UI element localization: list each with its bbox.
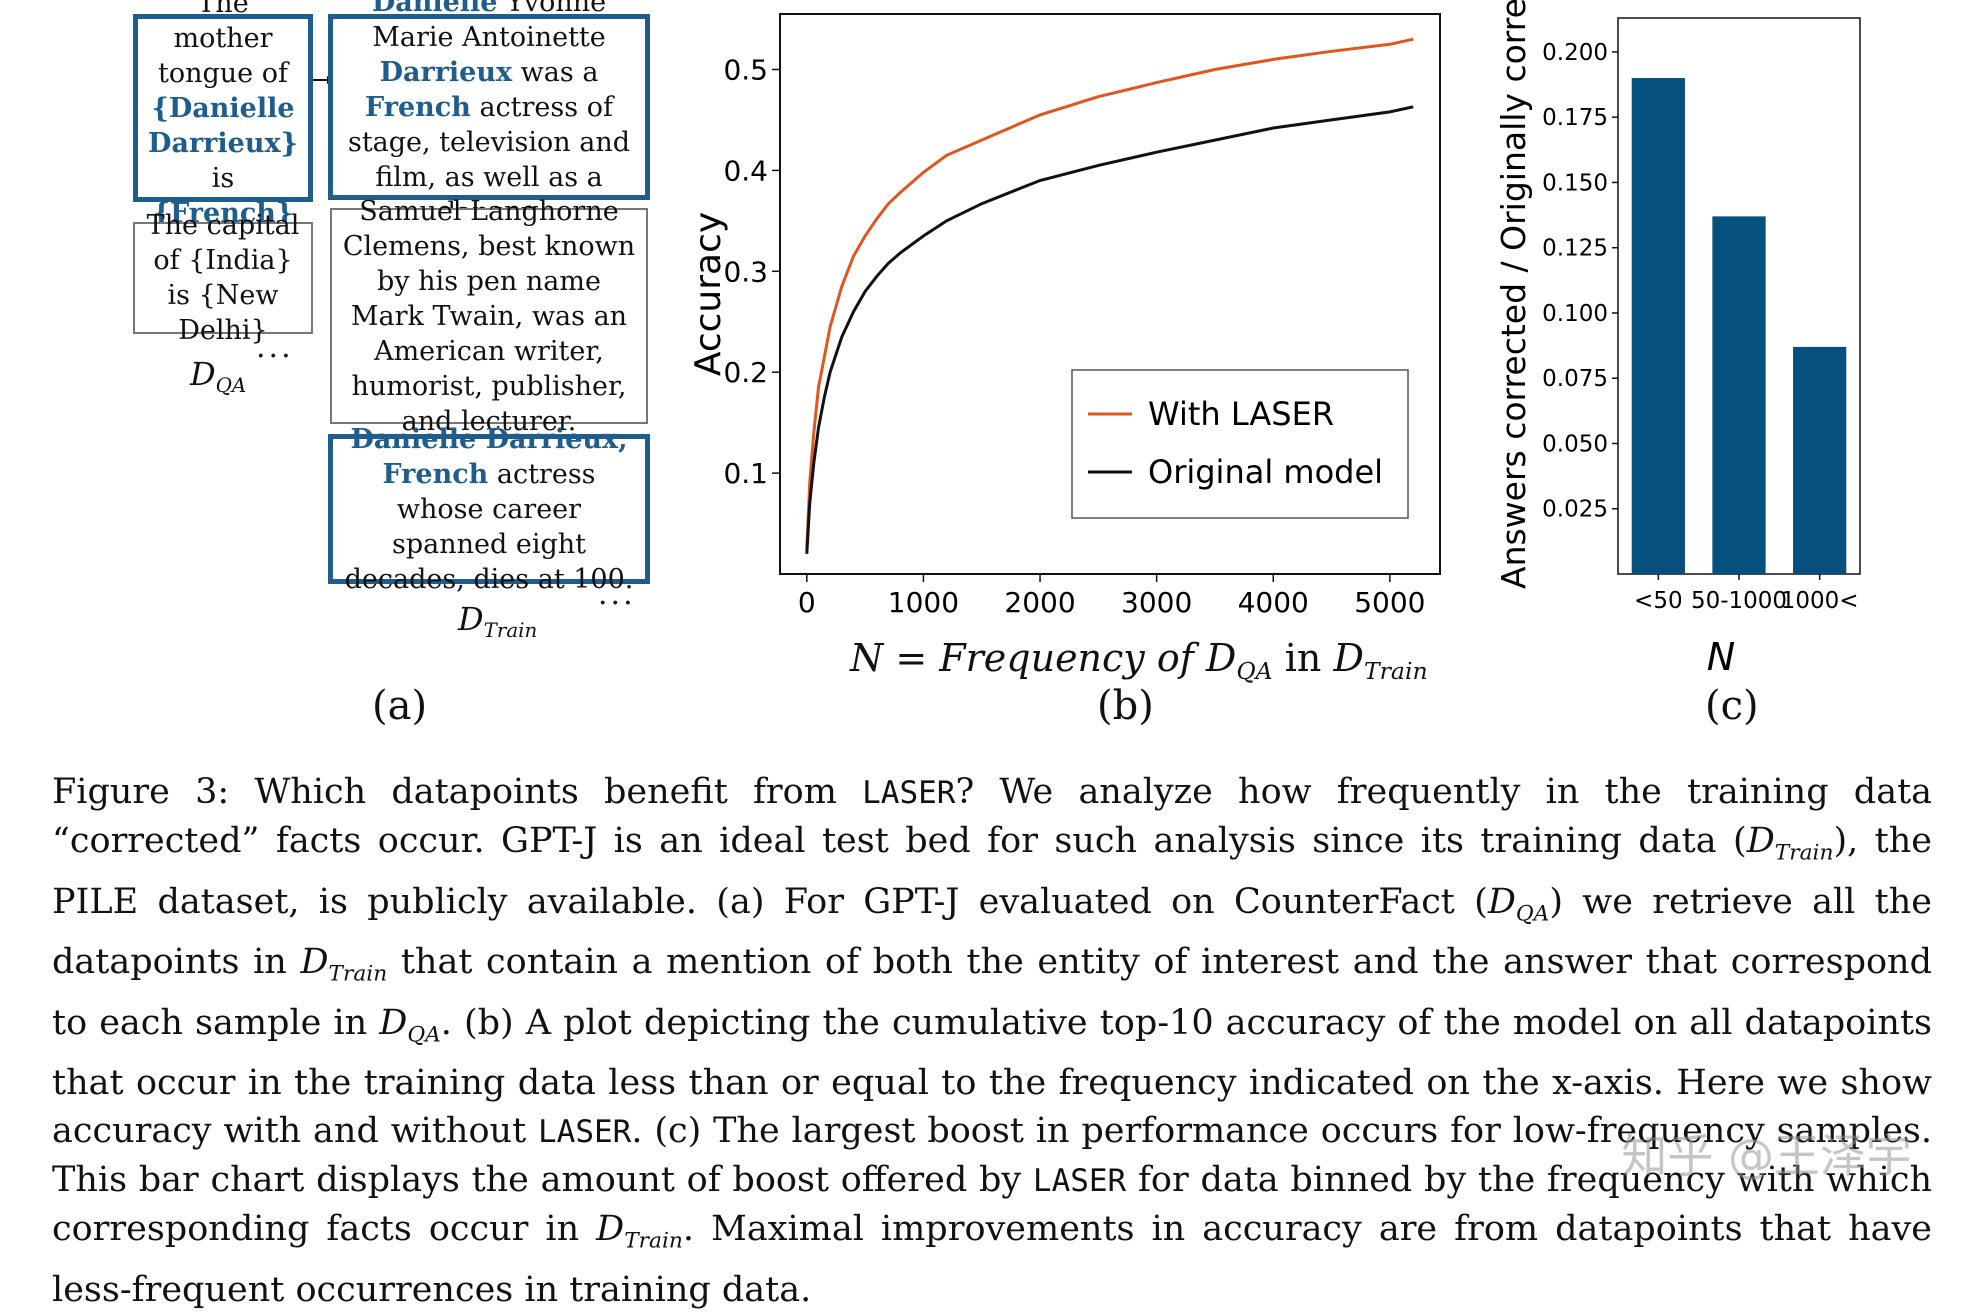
caption-sub: Train	[1774, 840, 1834, 866]
caption-part: that contain a mention of both the entit…	[52, 942, 1932, 1043]
y-tick-label: 0.025	[1542, 497, 1608, 523]
d-symbol: D	[1205, 636, 1237, 680]
qa-example-highlighted: The mother tongue of {Danielle Darrieux}…	[133, 0, 313, 229]
x-tick-label: <50	[1634, 588, 1683, 614]
y-axis-label: Accuracy	[688, 212, 729, 376]
train1-text-1: Yvonne Marie Antoinette	[372, 0, 607, 53]
legend-label: With LASER	[1148, 395, 1334, 433]
x-tick-label: 2000	[1004, 586, 1075, 619]
xlabel-sub-train: Train	[1363, 657, 1428, 686]
d-symbol: D	[190, 355, 216, 393]
x-tick-label: 0	[798, 586, 816, 619]
train-example-highlighted-3: Danielle Darrieux, French actress whose …	[328, 424, 650, 595]
d-symbol: D	[379, 1002, 408, 1043]
caption-part: ) we retrieve all the datapoints in	[52, 881, 1932, 983]
train3-entity-2: French	[382, 458, 489, 490]
qa-entity: {Danielle Darrieux}	[148, 92, 298, 159]
bar	[1631, 78, 1685, 574]
train3-entity-1: Danielle Darrieux,	[350, 423, 628, 455]
y-tick-label: 0.2	[723, 356, 768, 389]
y-tick-label: 0.200	[1542, 40, 1608, 66]
d-symbol: D	[1487, 881, 1516, 922]
train-example-2: Samuel Langhorne Clemens, best known by …	[330, 196, 648, 437]
dataset-qa-label: DQA	[190, 355, 246, 397]
y-tick-label: 0.100	[1542, 301, 1608, 327]
x-tick-label: 5000	[1354, 586, 1425, 619]
series-line-0	[805, 37, 1414, 549]
y-tick-label: 0.175	[1542, 105, 1608, 131]
qa-text-2: is	[211, 162, 235, 194]
train3-text-1: actress whose career spanned eight decad…	[344, 458, 634, 595]
train-example-highlighted-1: Danielle Yvonne Marie Antoinette Darrieu…	[328, 0, 650, 228]
legend-box	[1071, 369, 1409, 519]
x-tick-label: 4000	[1238, 586, 1309, 619]
train1-text-2: was a	[512, 56, 599, 88]
caption-sub: QA	[1515, 901, 1550, 927]
x-tick-label: 3000	[1121, 586, 1192, 619]
d-symbol: D	[596, 1209, 625, 1250]
xlabel-mid: in	[1272, 636, 1334, 680]
x-axis-label: N	[1707, 635, 1735, 679]
x-tick-label: 1000	[888, 586, 959, 619]
d-symbol: D	[300, 942, 329, 983]
boost-bar-chart: 0.025 0.050 0.075 0.100 0.125 0.150 0.175 0.200…	[1494, 0, 1861, 679]
caption-sub: Train	[328, 961, 388, 987]
qa-text-1: The mother tongue of	[158, 0, 288, 89]
series-line-1	[805, 105, 1414, 554]
caption-part: . (c) The largest boost in performance o…	[52, 1111, 1932, 1201]
panel-a-label: (a)	[372, 683, 428, 729]
y-tick-label: 0.125	[1542, 236, 1608, 262]
train1-entity-1: Danielle	[371, 0, 498, 18]
x-tick-label: 50-1000	[1691, 588, 1787, 614]
d-symbol: D	[1746, 821, 1775, 861]
y-tick-label: 0.150	[1542, 170, 1608, 196]
caption-laser: LASER	[538, 1114, 632, 1151]
caption-sub: QA	[407, 1022, 441, 1048]
qa-example-2: The capital of {India} is {New Delhi}	[133, 210, 313, 346]
y-tick-label: 0.075	[1542, 366, 1608, 392]
qa-example-2-text: The capital of {India} is {New Delhi}	[146, 210, 300, 346]
y-tick-label: 0.5	[723, 53, 768, 86]
watermark: 知乎 @王泽宇	[1621, 1129, 1912, 1183]
panel-c-label: (c)	[1705, 683, 1759, 729]
train-subscript: Train	[483, 618, 538, 642]
caption-laser: LASER	[1032, 1163, 1127, 1200]
caption-sub: Train	[624, 1228, 683, 1254]
train1-entity-3: French	[365, 91, 471, 123]
plot-frame	[779, 13, 1441, 575]
bar	[1712, 216, 1766, 574]
x-tick-label: 1000<	[1781, 588, 1859, 614]
figure-caption: Figure 3: Which datapoints benefit from …	[52, 768, 1932, 1314]
y-tick-label: 0.1	[723, 457, 768, 490]
y-tick-label: 0.4	[723, 154, 768, 187]
y-tick-label: 0.050	[1542, 431, 1608, 457]
train1-entity-2: Darrieux	[379, 56, 513, 88]
caption-part: . (b) A plot depicting the cumulative to…	[52, 1002, 1932, 1152]
qa-ellipsis: ...	[256, 330, 294, 365]
chart-b-xlabel: N = Frequency of DQA in DTrain	[850, 636, 1428, 685]
y-axis-label: Answers corrected / Originally correct	[1494, 0, 1533, 589]
caption-laser: LASER	[862, 775, 956, 811]
bar	[1793, 346, 1847, 574]
qa-subscript: QA	[215, 373, 247, 397]
panel-b-label: (b)	[1097, 683, 1154, 729]
d-symbol: D	[1333, 636, 1364, 680]
train1-text-3: actress of stage, television and film, a…	[347, 91, 631, 228]
accuracy-line-chart: 0 1000 2000 3000 4000 5000 0.1 0.2 0.3 0.4 0.5 Accu…	[688, 13, 1441, 619]
train-ellipsis: ...	[598, 577, 636, 612]
caption-part: ? We analyze how frequently in the train…	[52, 772, 1933, 861]
y-tick-label: 0.3	[723, 255, 768, 288]
legend-label: Original model	[1148, 453, 1383, 491]
caption-part: ), the PILE dataset, is publicly availab…	[52, 821, 1932, 922]
d-symbol: D	[458, 600, 484, 638]
xlabel-sub-qa: QA	[1236, 657, 1273, 686]
train-example-2-text: Samuel Langhorne Clemens, best known by …	[342, 195, 636, 437]
caption-part: Figure 3: Which datapoints benefit from	[52, 772, 863, 812]
dataset-train-label: DTrain	[458, 600, 537, 642]
xlabel-prefix: N = Frequency of	[850, 636, 1206, 680]
